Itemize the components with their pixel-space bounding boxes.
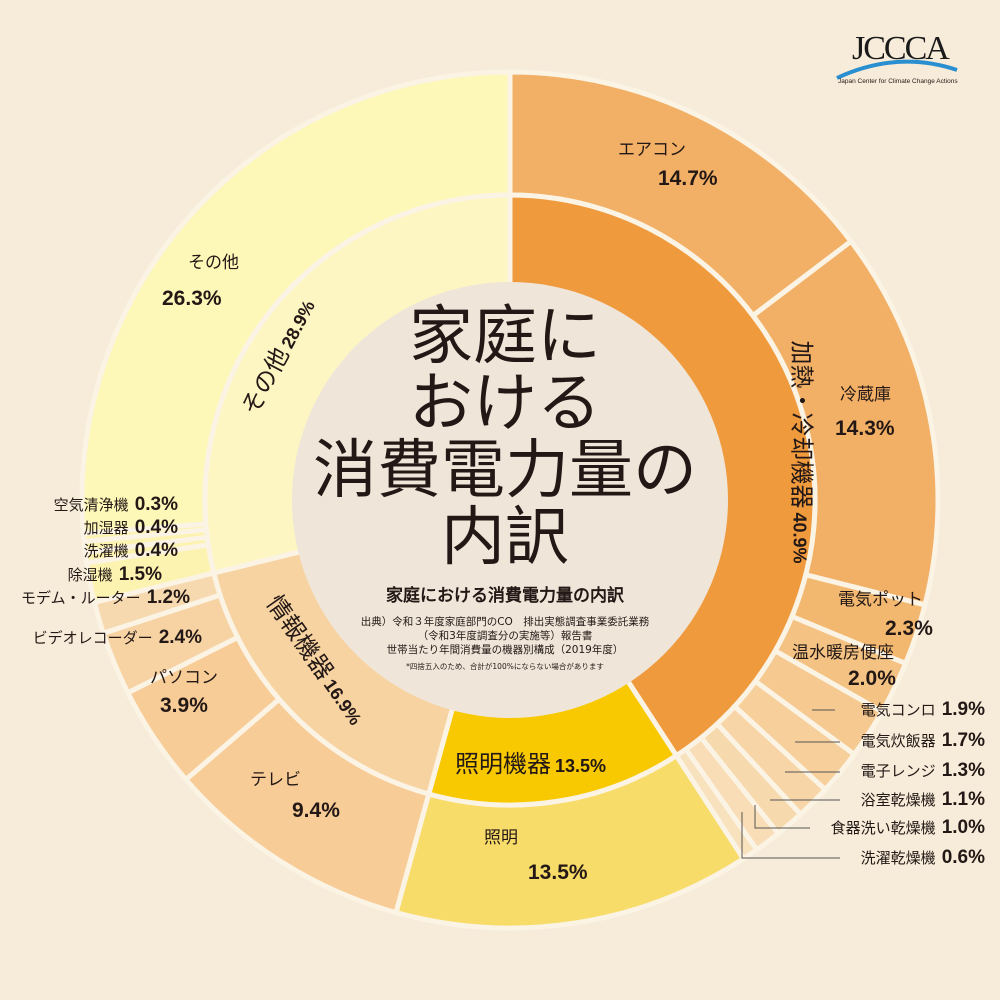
row-dehumidifier: 除湿機 1.5% <box>67 564 162 585</box>
label-toilet-seat: 温水暖房便座 <box>792 643 894 663</box>
leader-lines <box>741 709 840 859</box>
leader-line <box>754 805 810 829</box>
inner-label-lighting: 照明機器 13.5% <box>455 750 607 778</box>
center-title-line: 家庭に <box>409 300 601 374</box>
row-microwave: 電子レンジ 1.3% <box>860 760 985 781</box>
center-disk <box>292 282 728 718</box>
center-subtitle: 家庭における消費電力量の内訳 <box>386 586 624 606</box>
pct-pc: 3.9% <box>160 694 208 717</box>
note: *四捨五入のため、合計が100%にならない場合があります <box>406 662 604 671</box>
leader-line <box>741 812 840 859</box>
row-dishwasher: 食器洗い乾燥機 1.0% <box>830 817 985 838</box>
label-pc: パソコン <box>150 668 218 688</box>
source-line: （令和3年度調査分の実施等）報告書 <box>417 630 593 642</box>
label-aircon: エアコン <box>618 140 686 160</box>
label-tv: テレビ <box>250 770 301 790</box>
jccca-logo: JCCCA Japan Center for Climate Change Ac… <box>836 30 958 85</box>
center-title-line: 消費電力量の <box>313 434 697 508</box>
inner-label-heating-cooling: 加熱・冷却機器40.9% <box>787 340 816 564</box>
source-line: 出典）令和３年度家庭部門のCO 排出実態調査事業委託業務 <box>360 616 650 628</box>
label-other: その他 <box>188 253 239 273</box>
pct-pot: 2.3% <box>885 617 933 640</box>
row-bath-dryer: 浴室乾燥機 1.1% <box>860 789 985 810</box>
row-video-recorder: ビデオレコーダー 2.4% <box>32 627 202 648</box>
row-washer-dryer: 洗濯乾燥機 0.6% <box>860 847 985 868</box>
row-washer: 洗濯機 0.4% <box>83 540 178 561</box>
row-humidifier: 加湿器 0.4% <box>83 517 178 538</box>
center-title-line: おける <box>409 367 601 441</box>
center-title-line: 内訳 <box>441 501 569 575</box>
pct-other: 26.3% <box>162 287 222 310</box>
pct-aircon: 14.7% <box>658 167 718 190</box>
label-fridge: 冷蔵庫 <box>840 385 891 405</box>
label-lighting: 照明 <box>484 828 518 848</box>
pct-toilet-seat: 2.0% <box>848 667 896 690</box>
pct-lighting: 13.5% <box>528 861 588 884</box>
row-air-purifier: 空気清浄機 0.3% <box>53 494 178 515</box>
source-line: 世帯当たり年間消費量の機器別構成（2019年度） <box>386 644 624 656</box>
row-stove: 電気コンロ 1.9% <box>860 699 985 720</box>
row-modem-router: モデム・ルーター 1.2% <box>20 587 190 608</box>
pct-tv: 9.4% <box>292 799 340 822</box>
label-pot: 電気ポット <box>838 590 923 610</box>
row-rice-cooker: 電気炊飯器 1.7% <box>860 730 985 751</box>
pct-fridge: 14.3% <box>835 417 895 440</box>
